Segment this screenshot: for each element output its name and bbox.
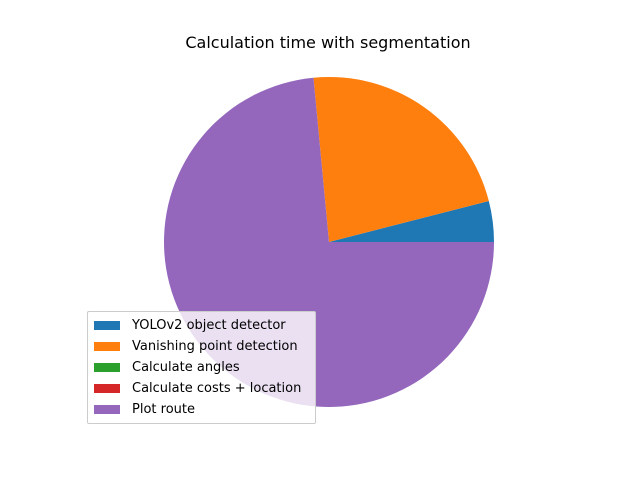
pie-slice-0 bbox=[329, 200, 494, 242]
pie-slice-1 bbox=[313, 76, 489, 242]
legend-swatch bbox=[94, 342, 120, 351]
legend-swatch bbox=[94, 405, 120, 414]
legend-item-3: Calculate costs + location bbox=[88, 378, 315, 399]
legend-item-2: Calculate angles bbox=[88, 357, 315, 378]
legend-swatch bbox=[94, 321, 120, 330]
legend-item-1: Vanishing point detection bbox=[88, 336, 315, 357]
legend-swatch bbox=[94, 384, 120, 393]
legend-label: YOLOv2 object detector bbox=[132, 318, 286, 333]
legend-swatch bbox=[94, 363, 120, 372]
legend-label: Calculate angles bbox=[132, 360, 240, 375]
chart-title: Calculation time with segmentation bbox=[185, 33, 471, 52]
legend-item-0: YOLOv2 object detector bbox=[88, 315, 315, 336]
legend-item-4: Plot route bbox=[88, 399, 315, 420]
legend-label: Vanishing point detection bbox=[132, 339, 298, 354]
legend-label: Calculate costs + location bbox=[132, 381, 302, 396]
legend-label: Plot route bbox=[132, 402, 195, 417]
legend: YOLOv2 object detector Vanishing point de… bbox=[87, 311, 316, 424]
